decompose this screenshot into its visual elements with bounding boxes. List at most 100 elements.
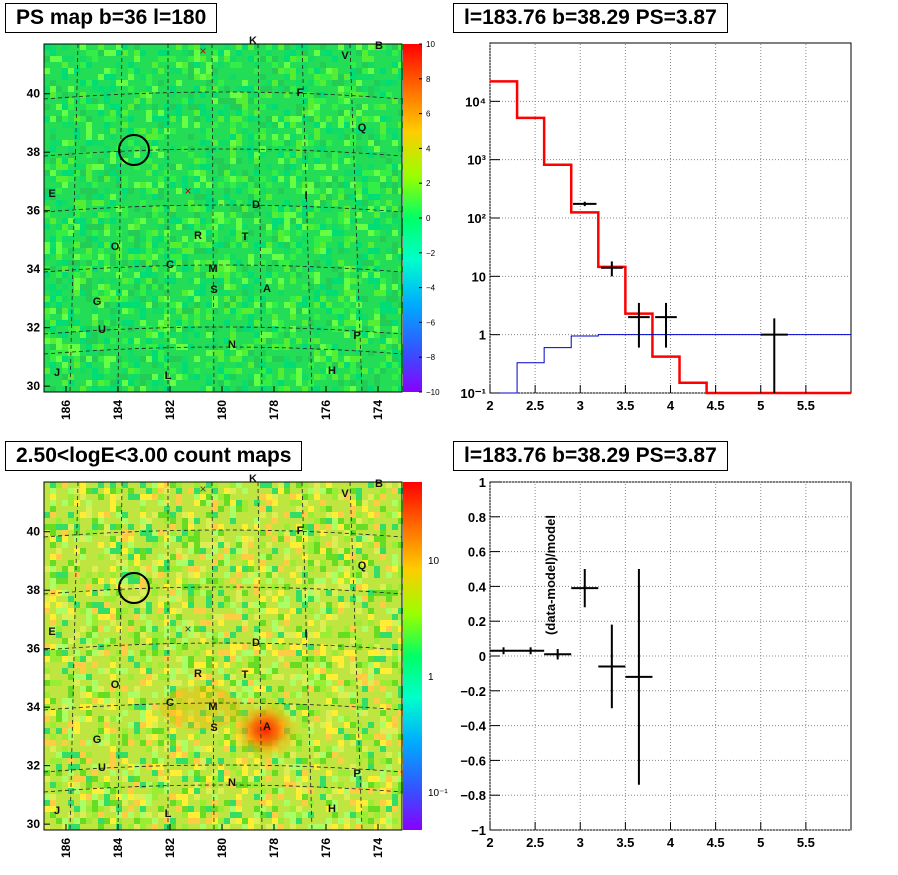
map-pixel	[260, 176, 266, 182]
map-pixel	[50, 722, 56, 728]
map-pixel	[140, 758, 146, 764]
map-pixel	[110, 68, 116, 74]
map-pixel	[188, 698, 194, 704]
map-pixel	[98, 164, 104, 170]
map-pixel	[320, 284, 326, 290]
map-pixel	[194, 776, 200, 782]
map-pixel	[350, 308, 356, 314]
map-pixel	[86, 608, 92, 614]
map-pixel	[254, 296, 260, 302]
map-pixel	[338, 242, 344, 248]
map-pixel	[362, 86, 368, 92]
map-pixel	[218, 80, 224, 86]
map-pixel	[308, 320, 314, 326]
map-pixel	[98, 614, 104, 620]
map-pixel	[188, 326, 194, 332]
map-pixel	[206, 110, 212, 116]
map-pixel	[188, 542, 194, 548]
map-pixel	[50, 170, 56, 176]
map-pixel	[278, 236, 284, 242]
map-pixel	[56, 248, 62, 254]
map-pixel	[80, 638, 86, 644]
map-pixel	[296, 146, 302, 152]
map-pixel	[164, 296, 170, 302]
map-pixel	[212, 800, 218, 806]
map-pixel	[290, 608, 296, 614]
map-pixel	[320, 584, 326, 590]
map-pixel	[68, 512, 74, 518]
map-pixel	[134, 686, 140, 692]
map-pixel	[224, 350, 230, 356]
map-pixel	[62, 536, 68, 542]
map-pixel	[170, 800, 176, 806]
map-pixel	[212, 638, 218, 644]
map-pixel	[194, 290, 200, 296]
ps-map-frame	[43, 43, 403, 393]
map-pixel	[374, 806, 380, 812]
map-pixel	[212, 140, 218, 146]
map-pixel	[86, 512, 92, 518]
map-pixel	[380, 632, 386, 638]
map-pixel	[224, 266, 230, 272]
map-pixel	[392, 488, 398, 494]
map-pixel	[230, 230, 236, 236]
map-pixel	[386, 716, 392, 722]
map-pixel	[86, 674, 92, 680]
map-pixel	[260, 686, 266, 692]
map-pixel	[314, 584, 320, 590]
map-pixel	[218, 824, 224, 830]
map-pixel	[122, 608, 128, 614]
map-pixel	[290, 752, 296, 758]
map-pixel	[182, 122, 188, 128]
map-pixel	[56, 86, 62, 92]
map-pixel	[356, 182, 362, 188]
map-pixel	[74, 518, 80, 524]
map-pixel	[188, 524, 194, 530]
map-pixel	[152, 302, 158, 308]
map-pixel	[344, 98, 350, 104]
map-pixel	[230, 812, 236, 818]
map-pixel	[152, 332, 158, 338]
map-pixel	[350, 734, 356, 740]
map-pixel	[386, 650, 392, 656]
map-pixel	[242, 86, 248, 92]
map-pixel	[92, 164, 98, 170]
map-pixel	[86, 50, 92, 56]
source-label: B	[375, 40, 383, 52]
longitude-grid-line	[349, 43, 363, 393]
map-pixel	[44, 776, 50, 782]
map-pixel	[314, 152, 320, 158]
map-pixel	[92, 662, 98, 668]
map-pixel	[350, 776, 356, 782]
map-pixel	[368, 656, 374, 662]
map-pixel	[224, 638, 230, 644]
map-pixel	[368, 620, 374, 626]
map-pixel	[62, 176, 68, 182]
map-pixel	[50, 530, 56, 536]
map-pixel	[104, 524, 110, 530]
map-pixel	[362, 338, 368, 344]
latitude-grid-line	[43, 784, 403, 793]
map-pixel	[158, 332, 164, 338]
map-pixel	[386, 818, 392, 824]
map-pixel	[338, 716, 344, 722]
map-pixel	[314, 344, 320, 350]
map-pixel	[98, 386, 104, 392]
map-pixel	[206, 686, 212, 692]
map-pixel	[110, 770, 116, 776]
map-pixel	[278, 626, 284, 632]
map-pixel	[392, 44, 398, 50]
map-pixel	[284, 776, 290, 782]
map-pixel	[164, 620, 170, 626]
map-pixel	[104, 602, 110, 608]
map-pixel	[170, 332, 176, 338]
map-pixel	[122, 686, 128, 692]
map-pixel	[134, 68, 140, 74]
map-pixel	[62, 578, 68, 584]
map-pixel	[188, 716, 194, 722]
map-pixel	[218, 140, 224, 146]
x-tick-label: 182	[163, 838, 177, 858]
map-pixel	[92, 770, 98, 776]
map-pixel	[272, 128, 278, 134]
